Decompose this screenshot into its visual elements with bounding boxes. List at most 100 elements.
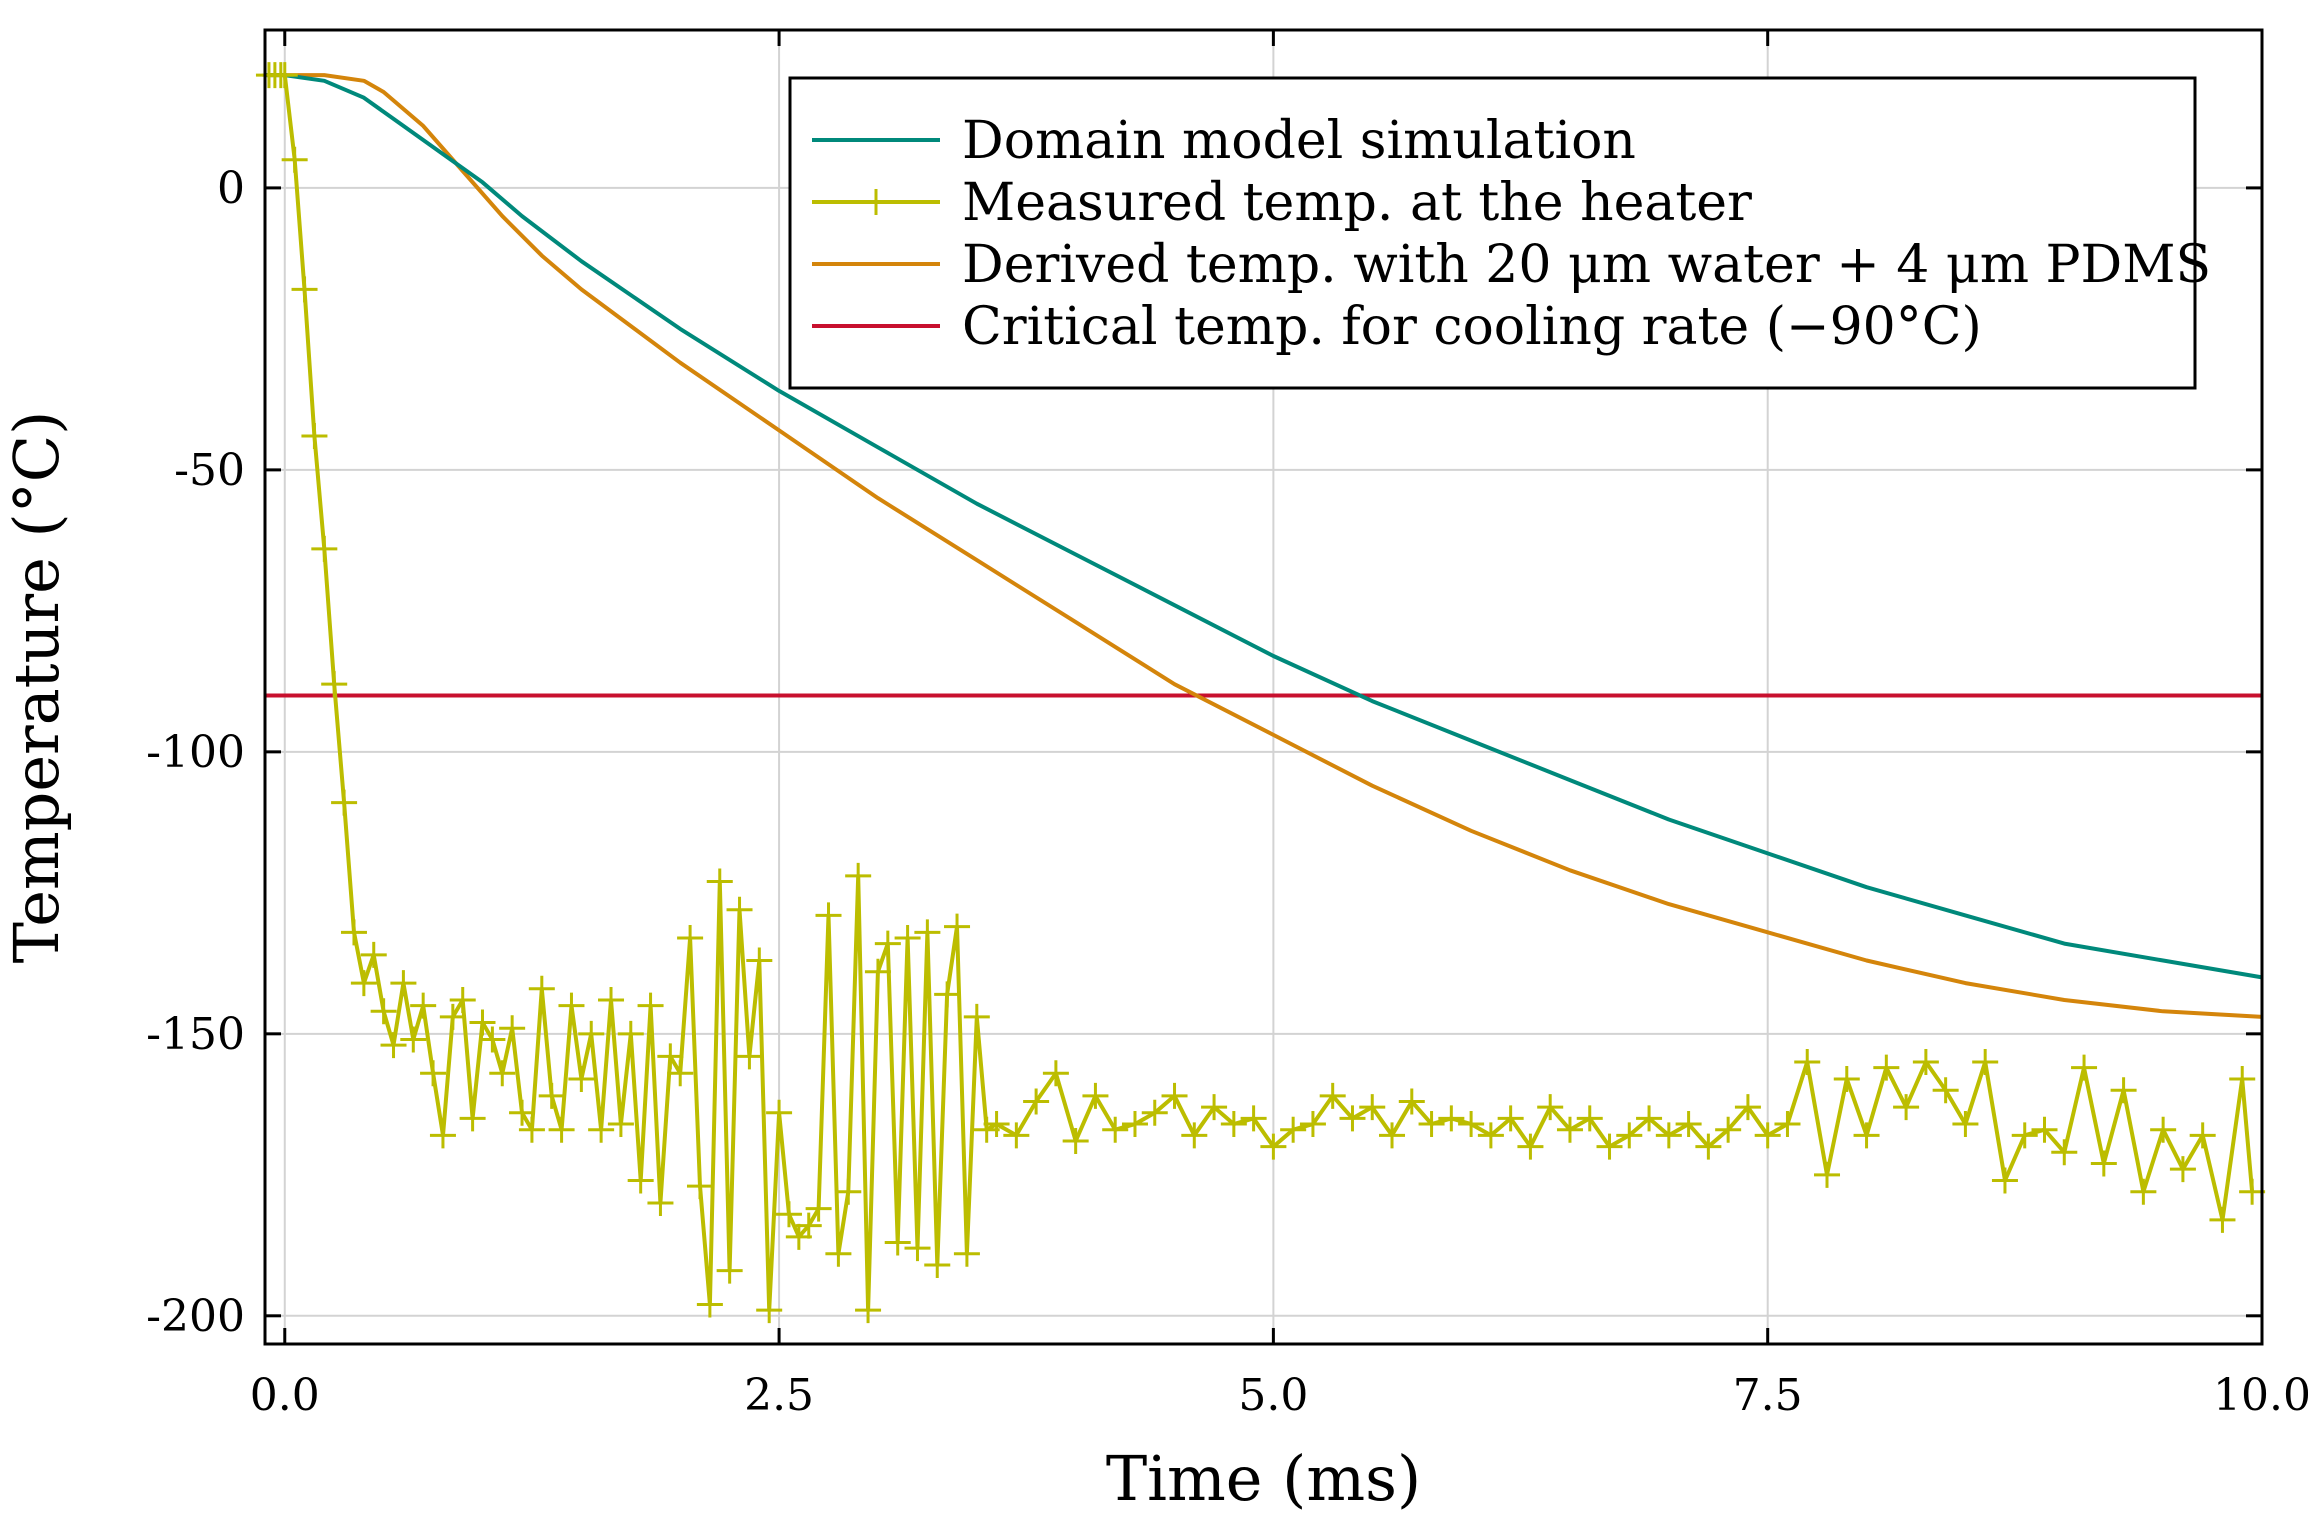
data-point-marker <box>756 1297 783 1324</box>
data-point-marker <box>835 1178 862 1205</box>
data-point-marker <box>528 975 555 1002</box>
data-point-marker <box>291 276 318 303</box>
data-point-marker <box>1042 1060 1069 1087</box>
data-point-marker <box>647 1190 674 1217</box>
y-tick-label: -200 <box>146 1291 245 1342</box>
data-point-marker <box>2090 1150 2117 1177</box>
data-point-marker <box>588 1116 615 1143</box>
legend-label: Derived temp. with 20 μm water + 4 μm PD… <box>962 235 2211 295</box>
data-point-marker <box>2051 1139 2078 1166</box>
legend-label: Domain model simulation <box>962 111 1636 171</box>
data-point-marker <box>1991 1167 2018 1194</box>
data-point-marker <box>1319 1082 1346 1109</box>
data-point-marker <box>1280 1116 1307 1143</box>
data-point-marker <box>1774 1111 1801 1138</box>
data-point-marker <box>1062 1127 1089 1154</box>
data-point-marker <box>667 1060 694 1087</box>
data-point-marker <box>1556 1116 1583 1143</box>
data-point-marker <box>1477 1122 1504 1149</box>
data-point-marker <box>281 146 308 173</box>
data-point-marker <box>2189 1122 2216 1149</box>
data-point-marker <box>400 1026 427 1053</box>
data-point-marker <box>884 1229 911 1256</box>
data-point-marker <box>1398 1088 1425 1115</box>
data-point-marker <box>350 970 377 997</box>
data-point-marker <box>420 1060 447 1087</box>
data-point-marker <box>686 1173 713 1200</box>
data-point-marker <box>311 535 338 562</box>
data-point-marker <box>736 1043 763 1070</box>
x-tick-label: 7.5 <box>1733 1370 1803 1421</box>
data-point-marker <box>657 1043 684 1070</box>
data-point-marker <box>1003 1122 1030 1149</box>
legend-box <box>788 76 2197 390</box>
data-point-marker <box>1023 1088 1050 1115</box>
data-point-marker <box>944 913 971 940</box>
data-point-marker <box>1596 1133 1623 1160</box>
data-point-marker <box>1715 1116 1742 1143</box>
data-point-marker <box>439 1003 466 1030</box>
data-point-marker <box>1636 1105 1663 1132</box>
data-point-marker <box>617 1020 644 1047</box>
data-point-marker <box>1339 1105 1366 1132</box>
data-point-marker <box>1655 1122 1682 1149</box>
data-point-marker <box>509 1099 536 1126</box>
data-point-marker <box>1675 1111 1702 1138</box>
data-point-marker <box>2130 1178 2157 1205</box>
data-point-marker <box>1299 1111 1326 1138</box>
data-point-marker <box>1734 1094 1761 1121</box>
data-point-marker <box>429 1122 456 1149</box>
data-point-marker <box>953 1240 980 1267</box>
data-point-marker <box>706 868 733 895</box>
data-point-marker <box>271 62 298 89</box>
data-point-marker <box>1932 1077 1959 1104</box>
series-group <box>255 62 2266 1324</box>
legend-label: Measured temp. at the heater <box>962 173 1752 233</box>
data-point-marker <box>1873 1054 1900 1081</box>
data-point-marker <box>1833 1065 1860 1092</box>
data-point-marker <box>578 1020 605 1047</box>
data-point-marker <box>1814 1161 1841 1188</box>
y-tick-label: -50 <box>174 445 245 496</box>
data-point-marker <box>2169 1156 2196 1183</box>
data-point-marker <box>1359 1094 1386 1121</box>
data-point-marker <box>410 992 437 1019</box>
data-point-marker <box>607 1111 634 1138</box>
data-point-marker <box>845 862 872 889</box>
axis-ticks: 0.0 2.5 5.0 7.5 10.0 0 -50 -100 -150 -200 <box>146 30 2308 1421</box>
data-point-marker <box>627 1167 654 1194</box>
data-point-marker <box>558 992 585 1019</box>
data-point-marker <box>963 1003 990 1030</box>
data-point-marker <box>499 1015 526 1042</box>
data-point-marker <box>1458 1111 1485 1138</box>
data-point-marker <box>934 981 961 1008</box>
data-point-marker <box>301 423 328 450</box>
data-point-marker <box>1418 1111 1445 1138</box>
series-line-2 <box>265 73 2263 1019</box>
data-point-marker <box>904 1235 931 1262</box>
data-point-marker <box>1576 1105 1603 1132</box>
data-point-marker <box>1121 1111 1148 1138</box>
data-point-marker <box>2209 1206 2236 1233</box>
data-point-marker <box>637 992 664 1019</box>
data-point-marker <box>1537 1094 1564 1121</box>
data-point-marker <box>825 1240 852 1267</box>
data-point-marker <box>360 941 387 968</box>
x-tick-label: 5.0 <box>1238 1370 1308 1421</box>
data-point-marker <box>1220 1111 1247 1138</box>
data-point-marker <box>815 902 842 929</box>
data-point-marker <box>1893 1094 1920 1121</box>
data-point-marker <box>1972 1049 1999 1076</box>
data-point-marker <box>370 998 397 1025</box>
data-point-marker <box>390 970 417 997</box>
data-point-marker <box>983 1111 1010 1138</box>
data-point-marker <box>321 671 348 698</box>
data-point-marker <box>746 947 773 974</box>
data-point-marker <box>2071 1054 2098 1081</box>
data-point-marker <box>1102 1116 1129 1143</box>
data-point-marker <box>1240 1105 1267 1132</box>
y-tick-label: -100 <box>146 727 245 778</box>
data-point-marker <box>864 958 891 985</box>
